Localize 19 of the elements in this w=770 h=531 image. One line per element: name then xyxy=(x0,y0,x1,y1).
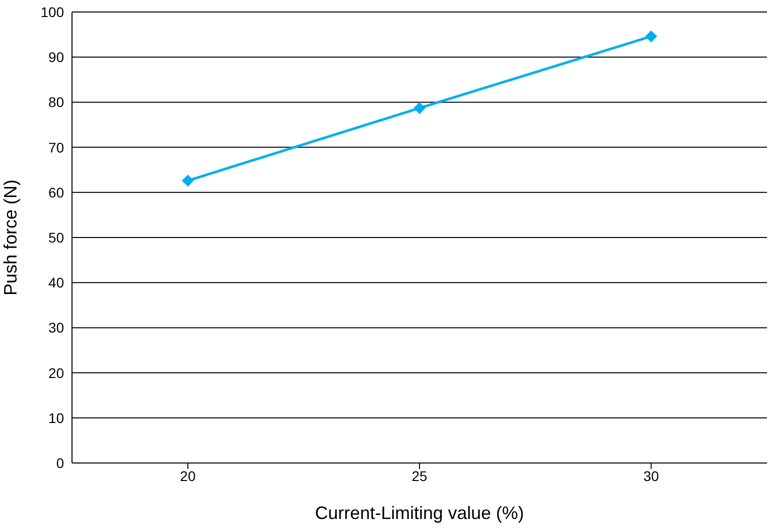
point xyxy=(645,30,658,42)
point xyxy=(414,102,426,114)
point xyxy=(182,174,194,187)
y-tick-label: 40 xyxy=(48,274,64,291)
x-tick-label: 25 xyxy=(412,468,428,484)
y-tick-label: 80 xyxy=(48,94,64,110)
y-tick-label: 50 xyxy=(48,229,64,246)
y-tick-label: 70 xyxy=(48,139,64,156)
y-axis-title: Push force (N) xyxy=(0,179,20,296)
x-tick-label: 30 xyxy=(643,468,660,484)
y-tick-label: 10 xyxy=(48,410,64,426)
y-tick-label: 60 xyxy=(48,184,64,200)
x-tick-label: 20 xyxy=(180,468,196,484)
y-tick-label: 0 xyxy=(56,454,64,471)
y-tick-label: 90 xyxy=(48,49,64,66)
x-axis-title: Current-Limiting value (%) xyxy=(314,503,524,523)
y-tick-label: 100 xyxy=(40,4,64,20)
y-tick-label: 30 xyxy=(48,320,64,336)
y-tick-label: 20 xyxy=(48,364,64,381)
